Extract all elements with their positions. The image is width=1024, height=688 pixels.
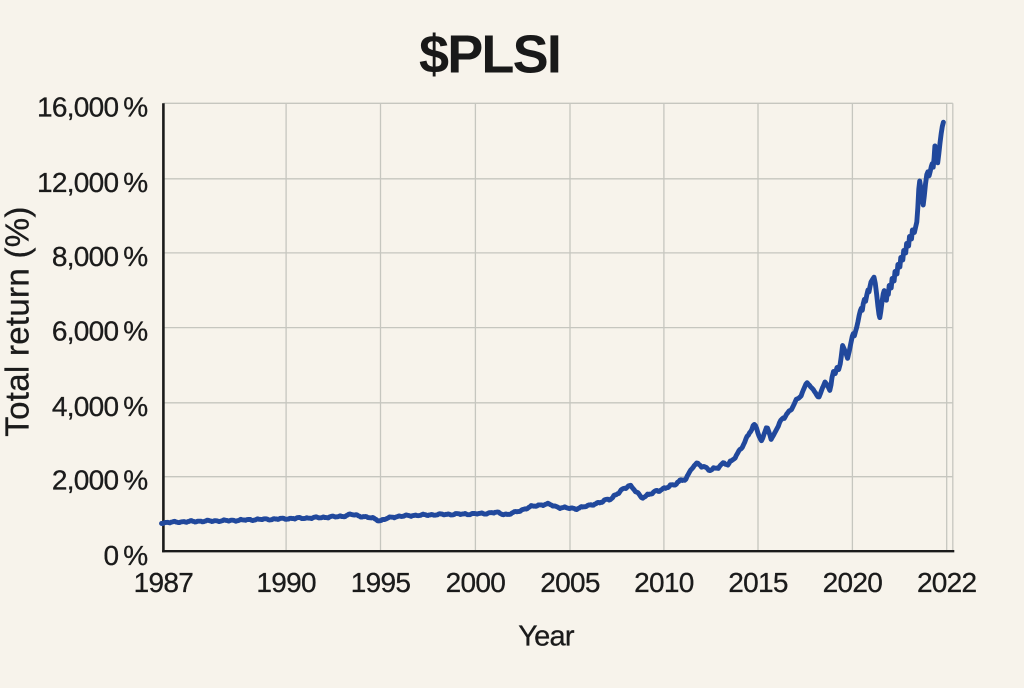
svg-text:Total return (%): Total return (%) bbox=[0, 206, 36, 436]
svg-text:2,000 %: 2,000 % bbox=[52, 465, 148, 496]
svg-text:12,000 %: 12,000 % bbox=[37, 167, 148, 198]
svg-text:1987: 1987 bbox=[134, 567, 194, 598]
svg-text:2010: 2010 bbox=[634, 567, 694, 598]
svg-text:2005: 2005 bbox=[540, 567, 600, 598]
svg-text:2020: 2020 bbox=[823, 567, 883, 598]
svg-text:6,000 %: 6,000 % bbox=[52, 316, 148, 347]
svg-text:Year: Year bbox=[518, 621, 575, 653]
svg-text:$PLSI: $PLSI bbox=[419, 25, 560, 85]
svg-text:2022: 2022 bbox=[917, 567, 977, 598]
svg-text:0 %: 0 % bbox=[104, 540, 148, 571]
svg-text:8,000 %: 8,000 % bbox=[52, 241, 148, 272]
svg-text:1990: 1990 bbox=[256, 567, 316, 598]
svg-text:16,000 %: 16,000 % bbox=[37, 91, 148, 122]
svg-text:4,000 %: 4,000 % bbox=[52, 391, 148, 422]
svg-text:2015: 2015 bbox=[728, 567, 788, 598]
svg-text:2000: 2000 bbox=[446, 567, 506, 598]
svg-text:1995: 1995 bbox=[351, 567, 411, 598]
